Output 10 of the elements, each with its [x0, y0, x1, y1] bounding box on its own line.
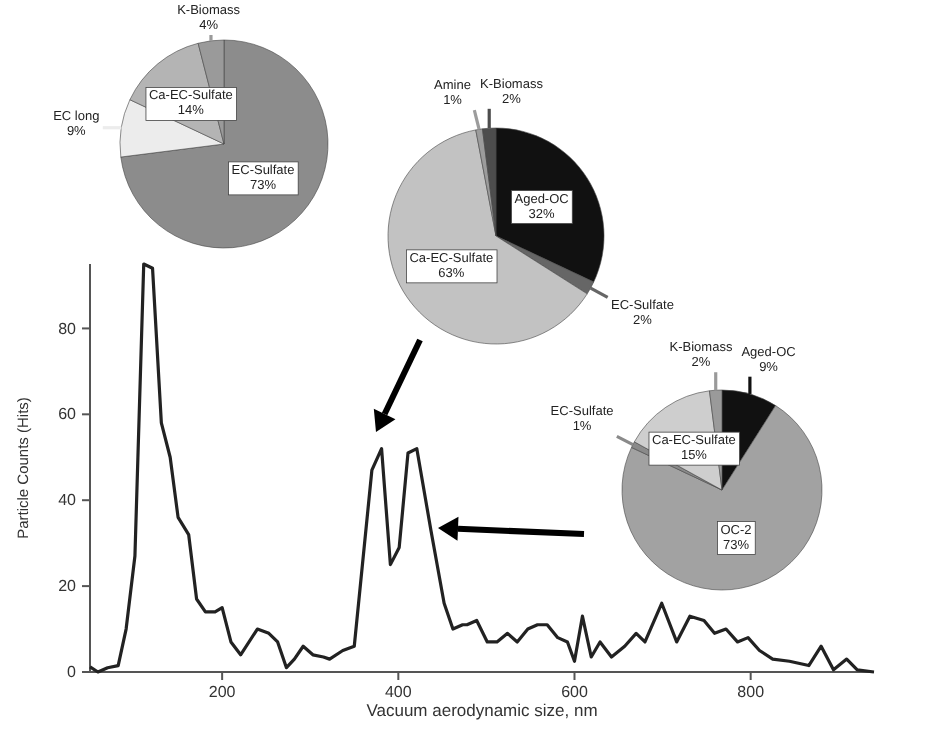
- y-tick-label: 80: [58, 319, 78, 338]
- y-tick-label: 20: [58, 577, 78, 596]
- x-tick-label: 200: [208, 683, 237, 702]
- y-tick-label: 40: [58, 491, 78, 510]
- x-tick-label: 400: [384, 683, 413, 702]
- x-axis-title: Vacuum aerodynamic size, nm: [366, 700, 598, 720]
- x-tick-label: 800: [737, 683, 766, 702]
- y-tick-label: 0: [67, 663, 78, 682]
- y-tick-label: 60: [58, 405, 78, 424]
- x-tick-label: 600: [561, 683, 589, 702]
